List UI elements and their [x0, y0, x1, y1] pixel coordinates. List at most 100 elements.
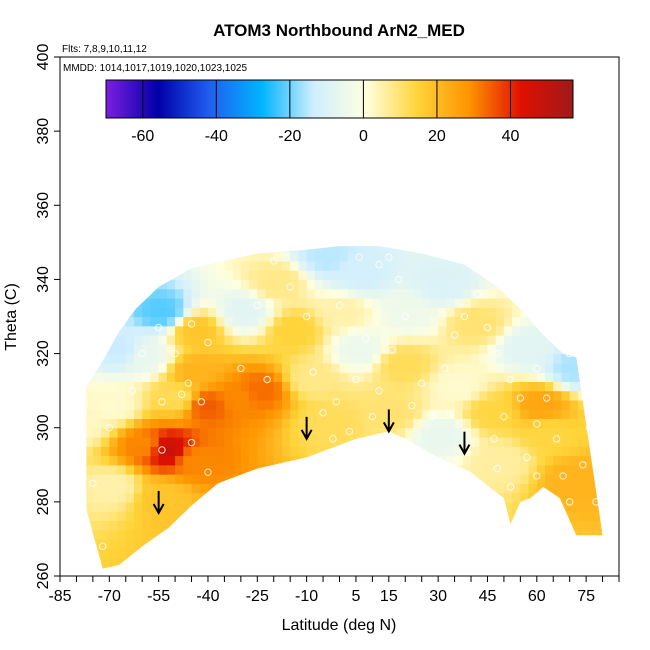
heatmap-cell: [561, 446, 571, 457]
heatmap-cell: [577, 288, 587, 299]
colorbar-tick-label: -40: [205, 128, 228, 145]
heatmap-cell: [421, 501, 431, 512]
heatmap-cell: [323, 566, 332, 569]
heatmap-cell: [323, 557, 332, 568]
heatmap-cell: [175, 511, 184, 521]
heatmap-cell: [232, 344, 242, 355]
heatmap-cell: [150, 246, 160, 253]
heatmap-cell: [166, 409, 176, 420]
heatmap-cell: [298, 446, 308, 457]
heatmap-cell: [166, 381, 176, 392]
heatmap-cell: [339, 381, 349, 392]
heatmap-cell: [125, 381, 135, 392]
heatmap-cell: [429, 325, 439, 336]
heatmap-cell: [323, 492, 332, 503]
heatmap-cell: [224, 566, 234, 569]
heatmap-cell: [594, 297, 603, 308]
heatmap-cell: [158, 270, 168, 281]
heatmap-field: [76, 233, 612, 569]
heatmap-cell: [314, 335, 324, 345]
heatmap-cell: [380, 520, 390, 531]
heatmap-cell: [240, 474, 250, 484]
heatmap-cell: [496, 233, 505, 243]
heatmap-cell: [545, 455, 554, 466]
heatmap-cell: [561, 566, 571, 569]
heatmap-cell: [314, 427, 324, 438]
heatmap-cell: [142, 316, 152, 327]
heatmap-cell: [339, 260, 349, 271]
heatmap-cell: [216, 251, 226, 262]
heatmap-cell: [339, 251, 349, 262]
x-tick-label: -55: [147, 588, 170, 605]
heatmap-cell: [429, 566, 439, 569]
tropopause-arrow: [382, 409, 395, 434]
heatmap-cell: [429, 335, 439, 345]
heatmap-cell: [265, 270, 275, 281]
heatmap-cell: [281, 344, 291, 355]
heatmap-cell: [577, 511, 587, 521]
heatmap-cell: [273, 557, 283, 568]
heatmap-cell: [216, 270, 226, 281]
heatmap-cell: [183, 353, 193, 364]
heatmap-cell: [462, 362, 472, 373]
heatmap-cell: [561, 455, 571, 466]
heatmap-cell: [487, 251, 497, 262]
heatmap-cell: [109, 566, 119, 569]
heatmap-cell: [479, 399, 489, 410]
heatmap-cell: [142, 511, 152, 521]
heatmap-cell: [586, 390, 595, 401]
heatmap-cell: [429, 297, 439, 308]
heatmap-cell: [397, 427, 406, 438]
heatmap-cell: [240, 520, 250, 531]
heatmap-cell: [355, 297, 365, 308]
heatmap-cell: [446, 246, 456, 253]
heatmap-cell: [347, 260, 357, 271]
heatmap-cell: [207, 520, 217, 531]
heatmap-cell: [331, 288, 341, 299]
heatmap-cell: [438, 529, 447, 540]
heatmap-cell: [545, 557, 554, 568]
heatmap-cell: [594, 464, 603, 475]
heatmap-cell: [372, 501, 382, 512]
heatmap-cell: [249, 409, 258, 420]
heatmap-cell: [438, 307, 447, 318]
heatmap-cell: [199, 446, 209, 457]
sample-point: [105, 424, 114, 432]
heatmap-cell: [191, 372, 201, 382]
heatmap-cell: [142, 270, 152, 281]
heatmap-cell: [199, 520, 209, 531]
heatmap-cell: [232, 390, 242, 401]
heatmap-cell: [503, 288, 513, 299]
heatmap-cell: [355, 288, 365, 299]
sample-point: [559, 472, 567, 480]
heatmap-cell: [355, 418, 365, 429]
heatmap-cell: [603, 242, 612, 252]
heatmap-cell: [446, 548, 456, 559]
heatmap-cell: [314, 566, 324, 569]
heatmap-cell: [438, 511, 447, 521]
heatmap-cell: [380, 372, 390, 382]
sample-point: [335, 301, 344, 310]
heatmap-cell: [503, 297, 513, 308]
heatmap-cell: [471, 557, 480, 568]
heatmap-cell: [232, 483, 242, 494]
heatmap-cell: [76, 344, 85, 354]
heatmap-cell: [495, 399, 505, 410]
heatmap-cell: [133, 270, 143, 281]
heatmap-cell: [158, 492, 168, 503]
heatmap-cell: [125, 474, 135, 484]
heatmap-cell: [421, 307, 431, 318]
heatmap-cell: [487, 316, 497, 327]
heatmap-cell: [109, 325, 119, 336]
heatmap-cell: [191, 455, 201, 466]
heatmap-cell: [92, 297, 102, 308]
heatmap-cell: [142, 538, 152, 549]
heatmap-cell: [86, 409, 94, 420]
heatmap-cell: [339, 455, 349, 466]
heatmap-cell: [454, 288, 464, 299]
heatmap-cell: [101, 409, 110, 420]
heatmap-cell: [512, 390, 521, 401]
heatmap-cell: [158, 455, 168, 466]
heatmap-cell: [380, 260, 390, 271]
heatmap-cell: [298, 455, 308, 466]
